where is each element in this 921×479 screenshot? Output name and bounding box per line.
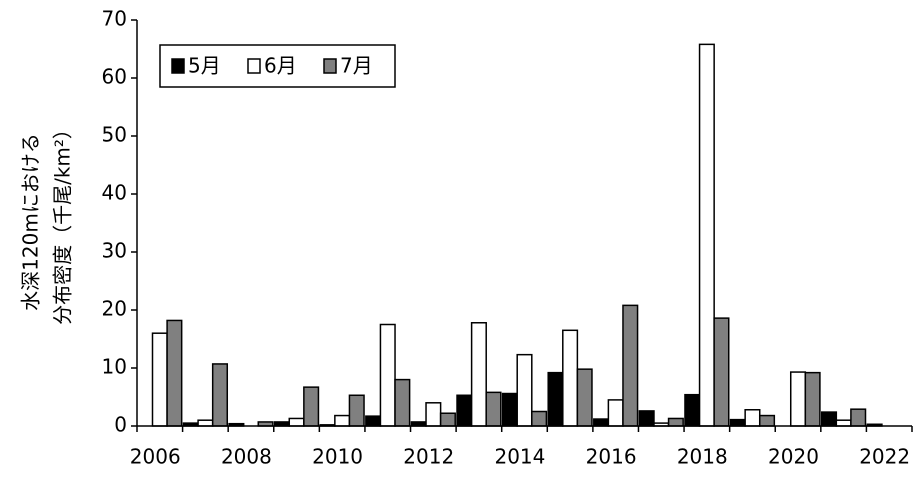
bar — [789, 371, 807, 427]
y-tick-label: 0 — [114, 413, 127, 437]
bar — [820, 411, 838, 427]
y-tick-label: 60 — [102, 65, 127, 89]
bar — [379, 323, 396, 427]
legend: 5月 6月 7月 — [159, 44, 396, 88]
y-tick-label: 70 — [102, 7, 127, 31]
bar — [485, 391, 502, 427]
bar — [151, 332, 168, 427]
bar — [850, 408, 867, 427]
bar — [394, 378, 411, 427]
bar — [288, 417, 305, 427]
x-tick-label: 2008 — [221, 445, 272, 469]
x-tick-label: 2016 — [586, 445, 637, 469]
bar — [531, 410, 548, 427]
bar — [729, 418, 746, 427]
bar — [667, 417, 684, 427]
x-tick-label: 2020 — [768, 445, 819, 469]
x-tick-label: 2010 — [312, 445, 363, 469]
bar — [348, 394, 365, 427]
bar — [562, 329, 579, 427]
legend-label: 5月 — [188, 54, 221, 78]
x-tick-label: 2012 — [403, 445, 454, 469]
x-tick-label: 2006 — [130, 445, 181, 469]
bar — [470, 322, 487, 427]
bar — [439, 412, 456, 427]
y-axis-title-line: 水深120mにおける — [19, 133, 43, 311]
bar — [835, 419, 852, 427]
y-tick-label: 40 — [102, 181, 127, 205]
legend-label: 7月 — [340, 54, 373, 78]
bar — [334, 414, 351, 427]
x-tick-label: 2022 — [859, 445, 910, 469]
bar — [607, 399, 624, 427]
bar — [684, 393, 701, 427]
legend-label: 6月 — [264, 54, 297, 78]
y-tick-label: 50 — [102, 123, 127, 147]
y-tick-label: 20 — [102, 297, 127, 321]
bar — [456, 394, 473, 427]
bar — [698, 43, 715, 427]
bar — [744, 409, 761, 427]
bar — [622, 304, 639, 427]
bar — [516, 353, 533, 427]
bar — [638, 410, 655, 427]
y-axis-title: 水深120mにおける 分布密度（千尾/km²） — [19, 119, 75, 325]
x-tick-label: 2014 — [494, 445, 545, 469]
bar — [501, 392, 518, 427]
bar — [166, 319, 183, 427]
bar — [365, 415, 382, 427]
bar — [713, 317, 730, 427]
x-tick-label: 2018 — [677, 445, 728, 469]
legend-swatch — [323, 58, 337, 74]
y-tick-label: 10 — [102, 355, 127, 379]
legend-swatch — [171, 58, 185, 74]
bar — [804, 371, 821, 427]
y-axis-title-line: 分布密度（千尾/km²） — [51, 119, 75, 325]
bar — [211, 363, 229, 427]
legend-box — [159, 44, 396, 88]
bar — [593, 418, 610, 427]
legend-swatch — [247, 58, 261, 74]
bar — [197, 419, 214, 427]
bar — [576, 368, 593, 427]
bar — [303, 386, 320, 427]
bar — [547, 371, 564, 427]
bar — [758, 414, 776, 427]
bar — [425, 402, 442, 427]
y-tick-label: 30 — [102, 239, 127, 263]
